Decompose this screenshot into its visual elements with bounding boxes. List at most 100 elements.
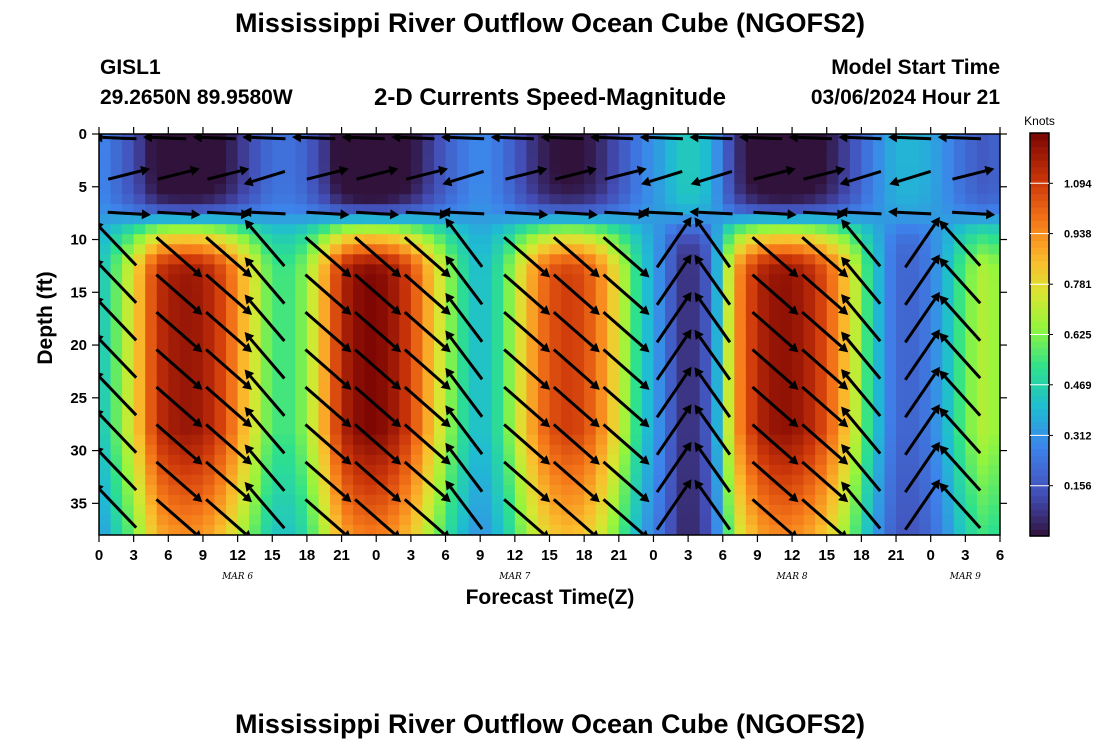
heatmap-cell [202, 334, 216, 346]
heatmap-cell [376, 234, 389, 245]
current-arrow-shaft [753, 169, 788, 181]
heatmap-cell [549, 334, 562, 346]
heatmap-cell [838, 504, 851, 516]
heatmap-cell [318, 304, 331, 316]
heatmap-cell [838, 514, 851, 526]
heatmap-cell [283, 454, 296, 466]
heatmap-cell [584, 134, 597, 145]
current-arrow-head [341, 342, 352, 353]
heatmap-cell [838, 384, 851, 396]
heatmap-cell [145, 414, 158, 426]
heatmap-cell [734, 134, 747, 145]
current-arrow-shaft [698, 373, 732, 418]
heatmap-cell [572, 234, 585, 245]
heatmap-cell [688, 464, 701, 476]
heatmap-cell [861, 484, 874, 496]
heatmap-cell [99, 524, 112, 535]
heatmap-cell [133, 404, 146, 416]
heatmap-cell [503, 134, 516, 145]
heatmap-cell [872, 144, 886, 155]
heatmap-cell [849, 154, 862, 165]
heatmap-cell [676, 514, 689, 526]
heatmap-cell [133, 304, 146, 316]
heatmap-cell [930, 224, 943, 235]
colorbar-segment [1030, 193, 1049, 201]
heatmap-cell [214, 224, 227, 235]
heatmap-cell [572, 474, 585, 486]
heatmap-cell [815, 234, 828, 245]
heatmap-cell [249, 444, 262, 456]
heatmap-cell [318, 464, 331, 476]
heatmap-cell [410, 464, 424, 476]
heatmap-cell [537, 474, 551, 486]
heatmap-cell [295, 344, 308, 356]
heatmap-cell [145, 504, 158, 516]
heatmap-cell [249, 324, 262, 336]
heatmap-cell [491, 174, 504, 185]
colorbar-segment [1030, 522, 1049, 530]
colorbar-segment [1030, 334, 1049, 342]
heatmap-cell [156, 194, 169, 205]
heatmap-cell [907, 284, 920, 295]
heatmap-cell [503, 494, 516, 506]
heatmap-cell [156, 484, 169, 496]
heatmap-cell [561, 494, 574, 506]
heatmap-cell [249, 294, 262, 306]
heatmap-cell [260, 204, 273, 215]
heatmap-cell [630, 494, 643, 506]
current-arrow-head [841, 481, 851, 492]
heatmap-cell [665, 454, 678, 466]
current-arrow-head [841, 331, 851, 342]
heatmap-cell [364, 274, 377, 285]
heatmap-cell [722, 154, 735, 165]
heatmap-cell [607, 424, 620, 436]
heatmap-cell [376, 264, 389, 275]
heatmap-cell [780, 464, 793, 476]
heatmap-cell [353, 144, 366, 155]
heatmap-cell [942, 354, 955, 366]
heatmap-cell [122, 334, 135, 346]
heatmap-cell [618, 274, 631, 285]
heatmap-cell [306, 354, 320, 366]
heatmap-cell [930, 504, 943, 516]
colorbar-segment [1030, 213, 1049, 221]
heatmap-cell [422, 144, 435, 155]
heatmap-cell [526, 154, 539, 165]
heatmap-cell [179, 204, 193, 215]
heatmap-cell [907, 274, 920, 285]
heatmap-cell [410, 474, 424, 486]
heatmap-cell [711, 444, 724, 456]
heatmap-cell [491, 184, 504, 195]
heatmap-cell [803, 504, 816, 516]
current-arrow-head [440, 492, 451, 503]
heatmap-cell [503, 454, 516, 466]
heatmap-cell [618, 214, 631, 225]
heatmap-cell [919, 444, 932, 456]
heatmap-cell [942, 214, 955, 225]
heatmap-cell [618, 414, 631, 426]
heatmap-cell [145, 474, 158, 486]
heatmap-cell [976, 514, 990, 526]
date-label: MAR 9 [949, 572, 981, 582]
heatmap-cell [653, 434, 666, 446]
heatmap-cell [965, 484, 978, 496]
heatmap-cell [792, 284, 805, 295]
heatmap-cell [988, 304, 1000, 316]
heatmap-cell [122, 154, 135, 165]
heatmap-cell [283, 514, 296, 526]
heatmap-cell [849, 194, 862, 205]
heatmap-cell [237, 364, 250, 376]
heatmap-cell [976, 184, 990, 195]
heatmap-cell [526, 464, 539, 476]
heatmap-cell [618, 494, 631, 506]
heatmap-cell [595, 374, 608, 386]
heatmap-cell [803, 444, 816, 456]
heatmap-cell [549, 404, 562, 416]
heatmap-cell [768, 484, 782, 496]
heatmap-cell [907, 294, 920, 306]
heatmap-cell [295, 304, 308, 316]
heatmap-cell [653, 204, 666, 215]
heatmap-cell [676, 314, 689, 326]
heatmap-cell [364, 234, 377, 245]
heatmap-cell [745, 164, 759, 175]
